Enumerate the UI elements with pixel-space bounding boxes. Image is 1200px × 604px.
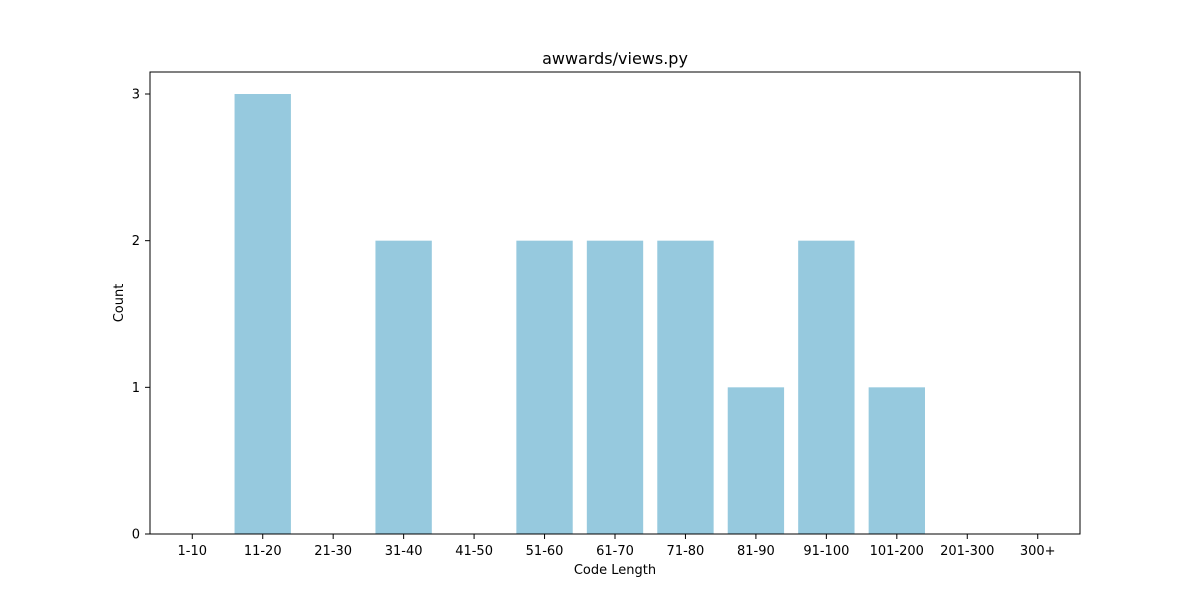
- x-tick-label: 41-50: [455, 544, 493, 559]
- x-tick-label: 1-10: [178, 544, 208, 559]
- y-tick-label: 2: [132, 234, 140, 249]
- x-tick-label: 71-80: [667, 544, 705, 559]
- y-axis-label: Count: [112, 284, 127, 323]
- bar-101-200: [868, 387, 925, 534]
- x-tick-label: 21-30: [314, 544, 352, 559]
- x-tick-label: 61-70: [596, 544, 634, 559]
- y-tick-label: 0: [132, 528, 140, 543]
- bar-61-70: [586, 240, 644, 535]
- bar-71-80: [657, 240, 714, 535]
- bar-81-90: [727, 387, 785, 534]
- x-tick-label: 101-200: [870, 544, 924, 559]
- x-tick-label: 300+: [1020, 544, 1056, 559]
- y-tick-label: 1: [132, 381, 140, 396]
- x-tick-label: 31-40: [385, 544, 423, 559]
- bar-11-20: [234, 94, 291, 534]
- x-tick-label: 11-20: [244, 544, 282, 559]
- y-axis: 0 1 2 3: [132, 88, 150, 543]
- bar-51-60: [516, 240, 573, 535]
- bar-31-40: [375, 240, 432, 535]
- bars-layer: [234, 94, 925, 535]
- x-tick-label: 91-100: [803, 544, 849, 559]
- y-tick-label: 3: [132, 88, 140, 103]
- chart-title: awwards/views.py: [542, 49, 688, 68]
- x-tick-label: 201-300: [940, 544, 994, 559]
- x-axis-label: Code Length: [574, 563, 656, 578]
- x-axis: 1-10 11-20 21-30 31-40 41-50 51-60 61-70 71-80 8…: [178, 534, 1056, 559]
- x-tick-label: 81-90: [737, 544, 775, 559]
- x-tick-label: 51-60: [526, 544, 564, 559]
- bar-91-100: [798, 240, 855, 535]
